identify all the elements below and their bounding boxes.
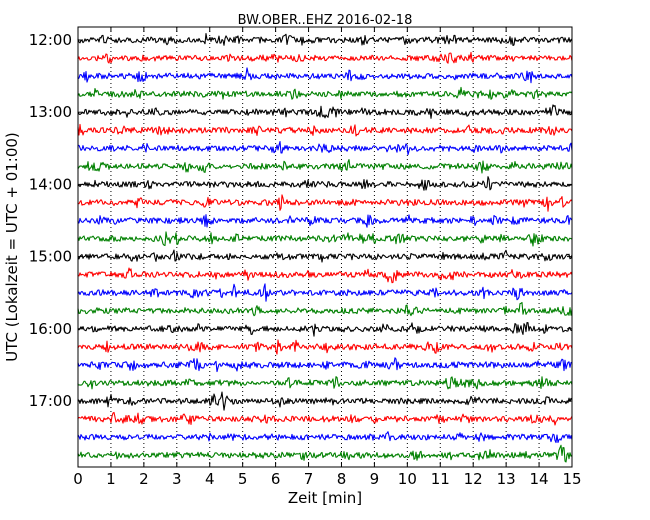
trace-line xyxy=(77,391,573,411)
trace-line xyxy=(77,301,573,317)
trace-line xyxy=(77,249,573,263)
x-axis-label: Zeit [min] xyxy=(288,489,362,507)
trace-line xyxy=(77,431,573,444)
x-tick-label: 3 xyxy=(172,470,182,488)
trace-group xyxy=(77,33,573,463)
trace-line xyxy=(77,376,573,390)
x-tick-label: 0 xyxy=(73,470,83,488)
x-tick-label: 4 xyxy=(205,470,215,488)
x-tick-label: 8 xyxy=(337,470,347,488)
x-tick-label: 2 xyxy=(139,470,149,488)
trace-line xyxy=(77,267,573,284)
y-tick-label: 15:00 xyxy=(29,248,72,266)
trace-line xyxy=(77,444,573,463)
trace-line xyxy=(77,104,573,119)
trace-line xyxy=(77,140,573,156)
trace-line xyxy=(77,159,573,174)
x-tick-label: 9 xyxy=(370,470,380,488)
grid-lines xyxy=(110,27,540,467)
trace-line xyxy=(77,339,573,355)
x-tick-labels: 0 1 2 3 4 5 6 7 8 9 10 11 12 13 14 15 xyxy=(73,470,581,488)
chart-title: BW.OBER..EHZ 2016-02-18 xyxy=(238,13,413,28)
x-tick-label: 7 xyxy=(304,470,314,488)
y-tick-label: 13:00 xyxy=(29,103,72,121)
trace-line xyxy=(77,322,572,337)
y-tick-label: 17:00 xyxy=(29,392,72,410)
trace-line xyxy=(77,123,573,137)
y-tick-label: 14:00 xyxy=(29,175,72,193)
plot-background xyxy=(78,27,572,467)
x-tick-label: 11 xyxy=(431,470,450,488)
trace-line xyxy=(77,214,573,228)
trace-line xyxy=(77,51,573,64)
x-tick-label: 12 xyxy=(464,470,483,488)
trace-line xyxy=(77,411,573,426)
x-tick-label: 6 xyxy=(271,470,281,488)
trace-line xyxy=(77,194,573,212)
x-tick-label: 13 xyxy=(497,470,516,488)
y-tick-labels: 12:00 13:00 14:00 15:00 16:00 17:00 xyxy=(29,31,72,410)
x-tick-label: 1 xyxy=(106,470,116,488)
trace-line xyxy=(77,231,573,247)
y-tick-label: 16:00 xyxy=(29,320,72,338)
x-tick-label: 10 xyxy=(398,470,417,488)
x-tick-label: 5 xyxy=(238,470,248,488)
trace-line xyxy=(77,176,573,191)
trace-line xyxy=(77,67,573,84)
plot-frame xyxy=(77,26,573,468)
trace-line xyxy=(77,357,573,373)
trace-line xyxy=(77,33,573,47)
y-tick-label: 12:00 xyxy=(29,31,72,49)
tick-marks xyxy=(77,27,573,467)
x-tick-label: 15 xyxy=(562,470,581,488)
y-axis-label: UTC (Lokalzeit = UTC + 01:00) xyxy=(3,132,21,362)
trace-line xyxy=(77,283,573,302)
x-tick-label: 14 xyxy=(530,470,549,488)
trace-line xyxy=(77,86,573,100)
